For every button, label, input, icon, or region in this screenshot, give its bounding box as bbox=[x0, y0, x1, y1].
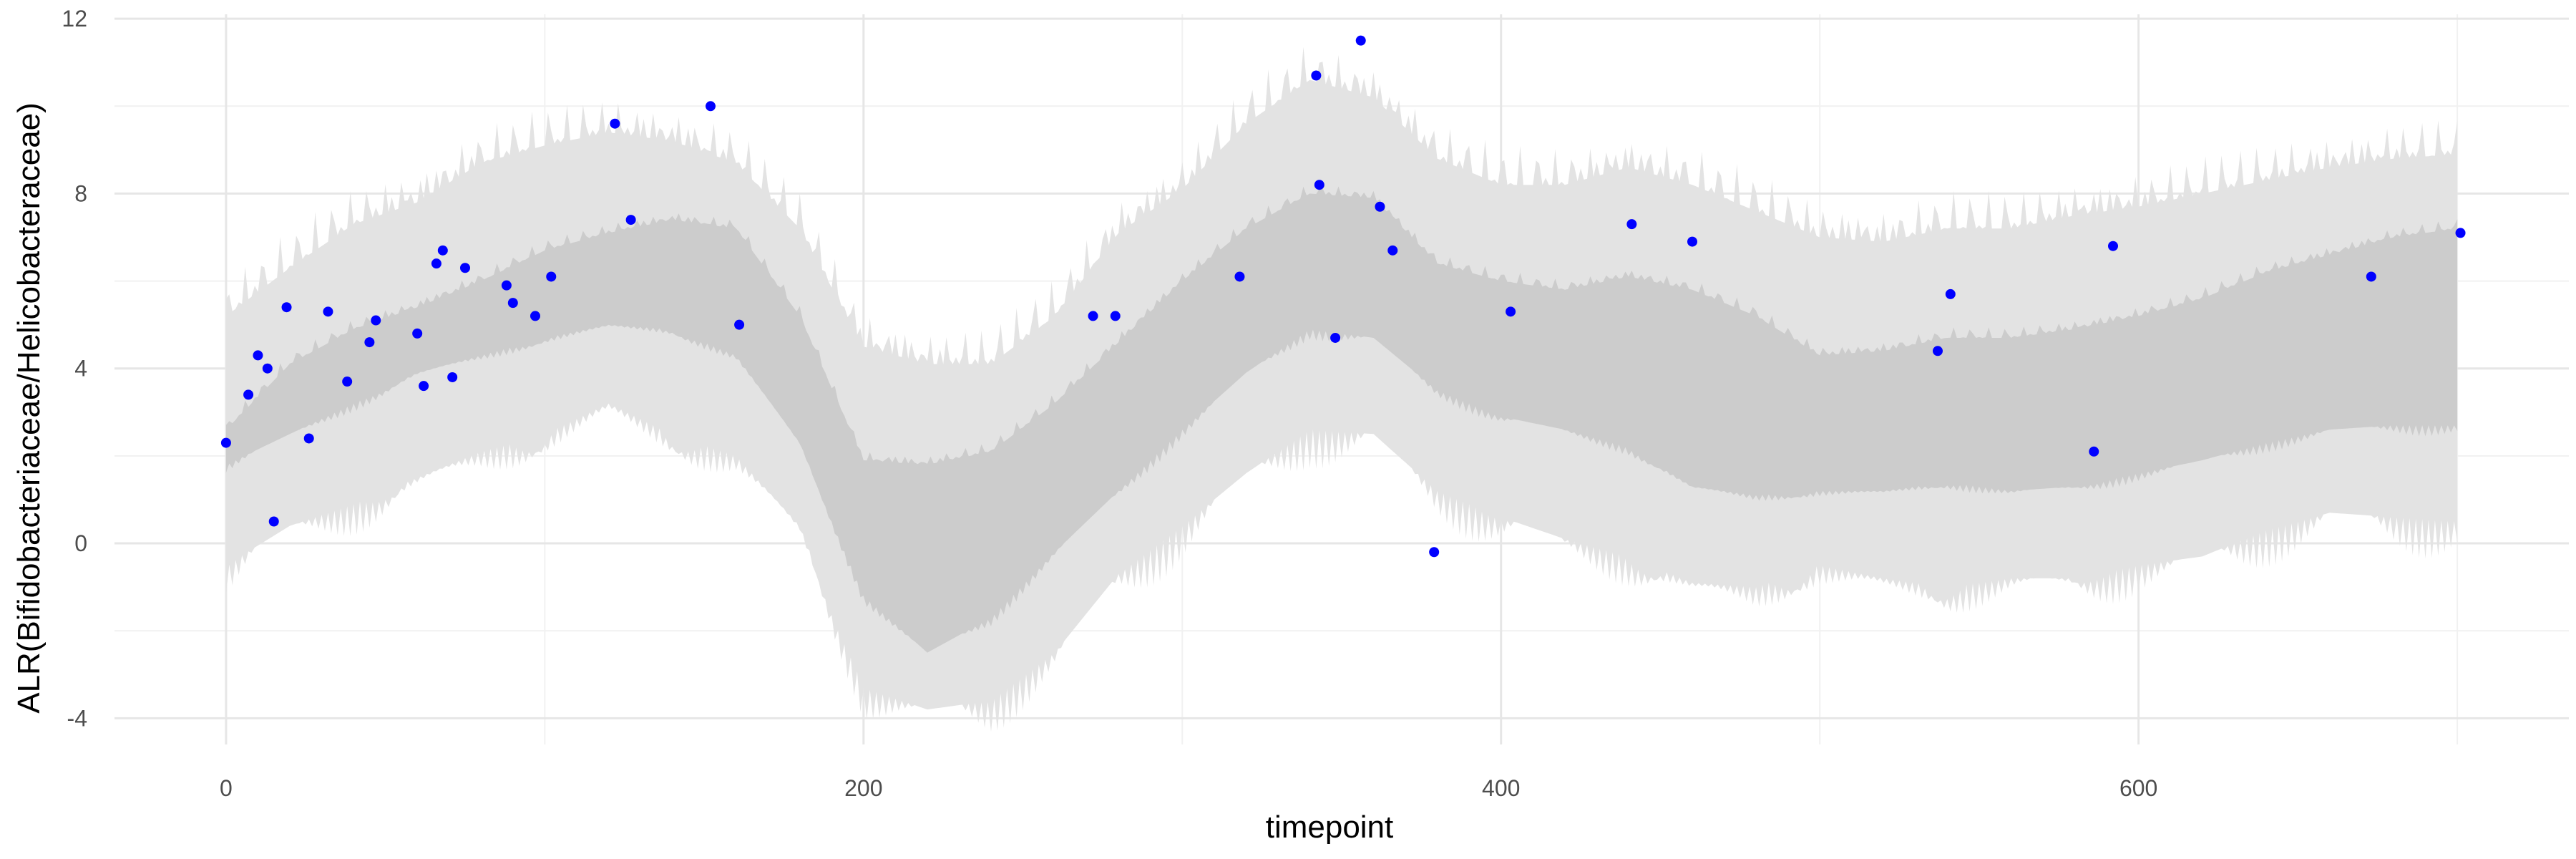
data-point bbox=[1933, 346, 1943, 356]
data-point bbox=[530, 311, 540, 321]
data-point bbox=[507, 298, 518, 309]
data-point bbox=[1311, 70, 1322, 81]
data-point bbox=[2366, 271, 2376, 282]
data-point bbox=[253, 350, 263, 361]
data-point bbox=[281, 302, 292, 313]
data-point bbox=[1314, 180, 1324, 190]
y-axis-title: ALR(Bifidobacteriaceae/Helicobacteraceae… bbox=[11, 102, 47, 714]
data-point bbox=[460, 263, 470, 273]
data-point bbox=[364, 337, 375, 348]
data-point bbox=[268, 516, 279, 527]
data-point bbox=[501, 280, 512, 291]
x-tick-label: 200 bbox=[844, 775, 882, 801]
x-axis-title: timepoint bbox=[1266, 810, 1394, 845]
data-point bbox=[1429, 547, 1440, 558]
data-point bbox=[1506, 306, 1516, 317]
data-point bbox=[2455, 228, 2466, 238]
y-tick-label: 4 bbox=[74, 356, 87, 382]
y-tick-label: 0 bbox=[74, 530, 87, 556]
data-point bbox=[1687, 236, 1697, 247]
data-point bbox=[220, 437, 231, 448]
data-point bbox=[447, 372, 458, 382]
x-tick-label: 400 bbox=[1482, 775, 1520, 801]
y-tick-label: -4 bbox=[67, 705, 87, 731]
data-point bbox=[706, 101, 716, 112]
data-point bbox=[1330, 332, 1341, 343]
data-point bbox=[431, 258, 441, 269]
inner-ribbon bbox=[225, 186, 2458, 653]
data-point bbox=[1234, 271, 1245, 282]
data-point bbox=[419, 381, 429, 392]
x-tick-label: 600 bbox=[2119, 775, 2157, 801]
data-point bbox=[734, 319, 745, 330]
data-point bbox=[323, 306, 333, 317]
data-point bbox=[1088, 311, 1098, 321]
data-point bbox=[1355, 35, 1366, 46]
y-tick-labels: -4 0 4 8 12 bbox=[62, 6, 87, 731]
y-tick-label: 8 bbox=[74, 180, 87, 206]
data-point bbox=[1945, 288, 1956, 299]
outer-ribbon bbox=[225, 47, 2458, 732]
x-tick-labels: 0 200 400 600 bbox=[220, 775, 2157, 801]
data-point bbox=[1626, 219, 1637, 230]
data-point bbox=[243, 389, 254, 400]
data-point bbox=[262, 363, 273, 374]
ribbons bbox=[225, 47, 2458, 732]
data-point bbox=[437, 245, 448, 256]
data-point bbox=[625, 215, 636, 225]
y-tick-label: 12 bbox=[62, 6, 87, 31]
data-point bbox=[610, 118, 620, 129]
data-point bbox=[546, 271, 557, 282]
data-point bbox=[1387, 245, 1398, 256]
data-point bbox=[1110, 311, 1121, 321]
data-point bbox=[2089, 446, 2099, 457]
data-point bbox=[412, 328, 423, 339]
data-points bbox=[220, 35, 2466, 558]
x-tick-label: 0 bbox=[220, 775, 233, 801]
data-point bbox=[371, 315, 381, 326]
data-point bbox=[2108, 241, 2118, 251]
data-point bbox=[303, 433, 314, 444]
data-point bbox=[1375, 201, 1385, 212]
data-point bbox=[342, 377, 353, 387]
